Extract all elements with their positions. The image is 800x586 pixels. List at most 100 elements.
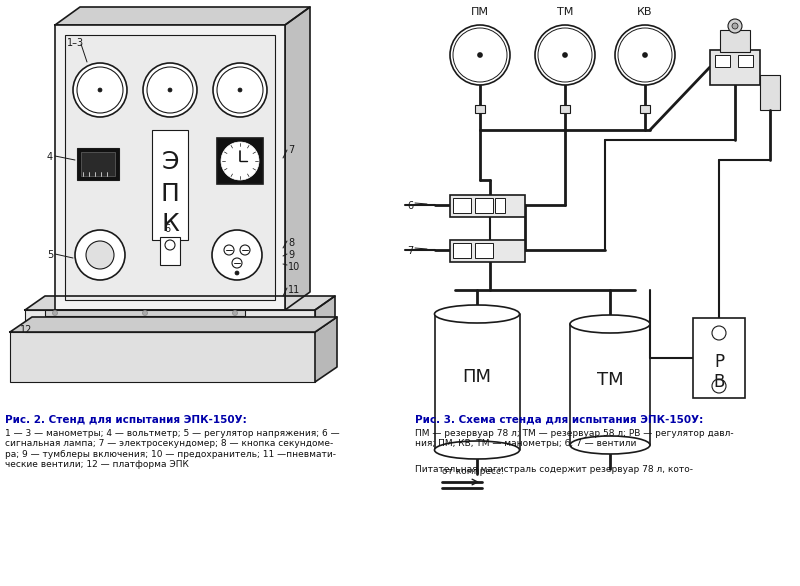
Circle shape [217,67,263,113]
Circle shape [221,142,259,180]
Circle shape [213,63,267,117]
Bar [475,243,493,258]
Text: 11: 11 [288,285,300,295]
Circle shape [712,326,726,340]
Circle shape [168,88,172,92]
Text: ТМ: ТМ [597,371,623,389]
Circle shape [535,25,595,85]
Bar [760,75,780,110]
Circle shape [86,241,114,269]
Bar [710,50,760,85]
Circle shape [165,240,175,250]
Circle shape [238,88,242,92]
Text: 7: 7 [407,246,414,256]
Text: КВ: КВ [638,7,653,17]
Circle shape [732,23,738,29]
Circle shape [75,230,125,280]
Polygon shape [10,317,337,332]
Text: ПМ — резервуар 78 л; ТМ — резервуар 58 л; РВ — регулятор давл-
ния; ПМ, КВ, ТМ —: ПМ — резервуар 78 л; ТМ — резервуар 58 л… [415,429,734,448]
Bar [693,318,745,398]
Polygon shape [315,296,335,332]
Bar [475,198,493,213]
Text: от компресс.: от компресс. [442,467,504,476]
Polygon shape [315,317,337,382]
Bar [453,198,471,213]
Text: 4: 4 [47,152,53,162]
Circle shape [453,28,507,82]
Circle shape [712,379,726,393]
Circle shape [147,67,193,113]
Circle shape [728,19,742,33]
Text: В: В [714,373,725,391]
Text: 10: 10 [288,262,300,272]
Bar [715,55,730,67]
Circle shape [450,25,510,85]
Text: 9: 9 [288,250,294,260]
Bar [55,25,285,310]
Circle shape [235,271,239,275]
Circle shape [53,311,58,315]
Circle shape [73,63,127,117]
Bar [435,314,520,441]
Ellipse shape [570,436,650,454]
Text: 8: 8 [288,238,294,248]
Polygon shape [55,7,310,25]
Text: 1–3: 1–3 [67,38,84,48]
Circle shape [478,53,482,57]
Text: Р: Р [714,353,724,371]
Bar [152,130,188,240]
Circle shape [98,88,102,92]
Circle shape [212,230,262,280]
Polygon shape [25,296,335,310]
Bar [217,138,263,184]
Text: Питательная магистраль содержит резервуар 78 л, кото-: Питательная магистраль содержит резервуа… [415,465,693,474]
Bar [738,55,753,67]
Circle shape [563,53,567,57]
Circle shape [143,63,197,117]
Bar [560,105,570,113]
Bar [81,152,115,176]
Circle shape [240,245,250,255]
Bar [10,332,315,382]
Bar [450,195,525,217]
Text: ПМ: ПМ [462,368,491,386]
Bar [25,310,315,332]
Circle shape [233,311,238,315]
Text: 12: 12 [20,325,32,335]
Text: 5: 5 [47,250,54,260]
Text: Рис. 2. Стенд для испытания ЭПК-150У:: Рис. 2. Стенд для испытания ЭПК-150У: [5,415,246,425]
Bar [450,240,525,262]
Ellipse shape [570,315,650,333]
Text: К: К [161,212,179,236]
Text: 6: 6 [407,201,413,211]
Circle shape [615,25,675,85]
Bar [570,324,650,436]
Polygon shape [285,7,310,310]
Text: ТМ: ТМ [557,7,573,17]
Bar [453,243,471,258]
Text: Рис. 3. Схема стенда для испытания ЭПК-150У:: Рис. 3. Схема стенда для испытания ЭПК-1… [415,415,703,425]
Bar [640,105,650,113]
Text: Э: Э [162,150,178,174]
Text: 6: 6 [164,224,170,234]
Circle shape [142,311,147,315]
Circle shape [232,258,242,268]
Bar [720,30,750,52]
Text: 7: 7 [288,145,294,155]
Ellipse shape [434,441,519,459]
Ellipse shape [434,305,519,323]
Bar [475,105,485,113]
Text: 1 — 3 — манометры; 4 — вольтметр; 5 — регулятор напряжения; 6 —
сигнальная лампа: 1 — 3 — манометры; 4 — вольтметр; 5 — ре… [5,429,340,469]
Bar [65,35,275,300]
Bar [495,198,505,213]
Circle shape [538,28,592,82]
Bar [160,237,180,265]
Bar [77,148,119,180]
Bar [45,310,245,316]
Circle shape [224,245,234,255]
Circle shape [77,67,123,113]
Circle shape [618,28,672,82]
Text: П: П [161,182,179,206]
Circle shape [643,53,647,57]
Text: ПМ: ПМ [471,7,489,17]
